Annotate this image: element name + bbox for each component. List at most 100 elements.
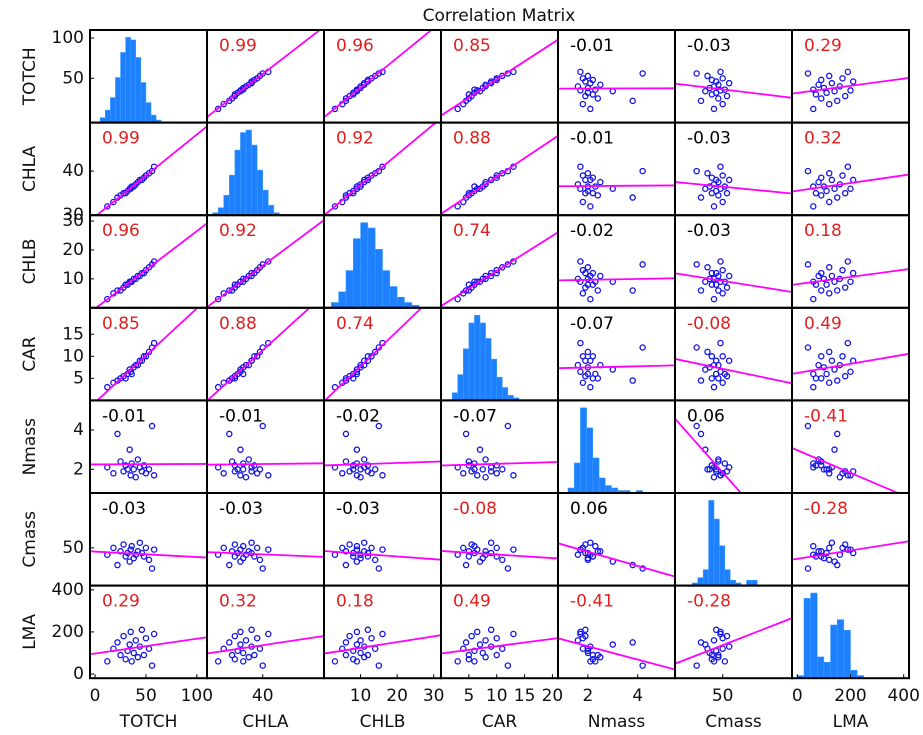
hist-bar	[256, 169, 263, 216]
scatter-point	[499, 72, 506, 80]
x-tick-label: 5	[463, 686, 474, 706]
cell	[792, 422, 901, 493]
scatter-point	[589, 651, 597, 659]
cell	[797, 592, 865, 679]
scatter-point	[712, 357, 720, 364]
cell	[90, 539, 207, 572]
scatter-point	[639, 261, 646, 268]
scatter-point	[353, 370, 361, 378]
fit-line	[792, 173, 909, 193]
scatter-point	[493, 544, 500, 552]
fit-line	[324, 550, 441, 561]
hist-bar	[573, 462, 581, 493]
scatter-point	[818, 462, 825, 469]
scatter-point	[629, 194, 636, 201]
scatter-point	[242, 637, 250, 644]
scatter-point	[815, 81, 822, 89]
scatter-point	[239, 370, 247, 378]
scatter-point	[597, 81, 604, 89]
scatter-point	[104, 658, 111, 665]
scatter-point	[719, 75, 726, 82]
scatter-point	[825, 544, 833, 552]
scatter-point	[592, 658, 599, 665]
cell	[324, 422, 441, 481]
x-axis-label: CAR	[482, 712, 517, 732]
scatter-point	[825, 100, 833, 108]
fit-line	[207, 635, 324, 655]
x-tick-label: 0	[90, 686, 101, 706]
scatter-point	[847, 368, 854, 375]
y-tick-label: 10	[62, 346, 84, 366]
y-tick-label: 10	[62, 269, 84, 289]
scatter-point	[124, 466, 131, 473]
scatter-point	[725, 79, 733, 87]
fit-line	[324, 460, 441, 467]
fit-line	[441, 231, 558, 307]
scatter-point	[114, 639, 121, 646]
scatter-point	[253, 544, 261, 552]
scatter-point	[584, 348, 592, 356]
scatter-point	[839, 266, 846, 274]
scatter-point	[368, 634, 375, 642]
scatter-point	[499, 170, 506, 177]
scatter-point	[721, 460, 729, 467]
scatter-point	[487, 176, 495, 184]
scatter-point	[220, 544, 227, 552]
cell	[675, 617, 792, 669]
scatter-point	[265, 546, 272, 553]
scatter-point	[379, 630, 386, 638]
cell	[675, 258, 792, 303]
scatter-point	[248, 357, 255, 364]
scatter-point	[342, 561, 350, 569]
scatter-point	[346, 92, 353, 100]
hist-bar	[155, 119, 162, 123]
scatter-point	[715, 95, 722, 102]
scatter-point	[379, 163, 386, 170]
y-axis-label: CHLA	[20, 145, 40, 192]
scatter-point	[693, 662, 700, 669]
hist-bar	[586, 427, 594, 493]
scatter-point	[725, 357, 733, 364]
scatter-point	[697, 377, 705, 384]
scatter-point	[462, 639, 470, 646]
scatter-point	[818, 192, 825, 199]
scatter-point	[579, 379, 587, 387]
y-tick-label: 2	[73, 459, 84, 479]
scatter-point	[723, 92, 731, 100]
scatter-point	[810, 460, 817, 467]
scatter-point	[368, 470, 375, 477]
hist-bar	[110, 97, 116, 123]
hist-bar	[598, 477, 606, 493]
fit-line	[94, 222, 207, 308]
scatter-point	[237, 446, 244, 453]
scatter-point	[346, 541, 353, 548]
x-tick-label: 20	[386, 686, 408, 706]
scatter-point	[353, 558, 361, 565]
cell	[792, 163, 909, 210]
hist-bar	[396, 296, 405, 308]
scatter-point	[587, 105, 594, 113]
scatter-point	[117, 651, 124, 659]
hist-bar	[605, 485, 612, 493]
scatter-point	[259, 662, 266, 669]
scatter-point	[242, 473, 250, 481]
scatter-point	[231, 632, 239, 640]
scatter-point	[231, 656, 239, 663]
scatter-point	[804, 344, 812, 351]
scatter-point	[725, 464, 733, 471]
x-tick-label: 400	[887, 686, 919, 706]
scatter-point	[357, 554, 364, 562]
scatter-point	[353, 628, 361, 636]
scatter-point	[579, 100, 587, 108]
hist-bar	[251, 144, 258, 216]
scatter-point	[104, 383, 111, 391]
fit-line	[441, 135, 558, 215]
scatter-point	[482, 181, 489, 188]
scatter-point	[717, 472, 724, 479]
cell	[99, 37, 162, 123]
hist-bar	[843, 630, 851, 679]
y-axis-label: LMA	[20, 614, 40, 650]
hist-bar	[474, 314, 481, 401]
scatter-point	[587, 539, 594, 546]
